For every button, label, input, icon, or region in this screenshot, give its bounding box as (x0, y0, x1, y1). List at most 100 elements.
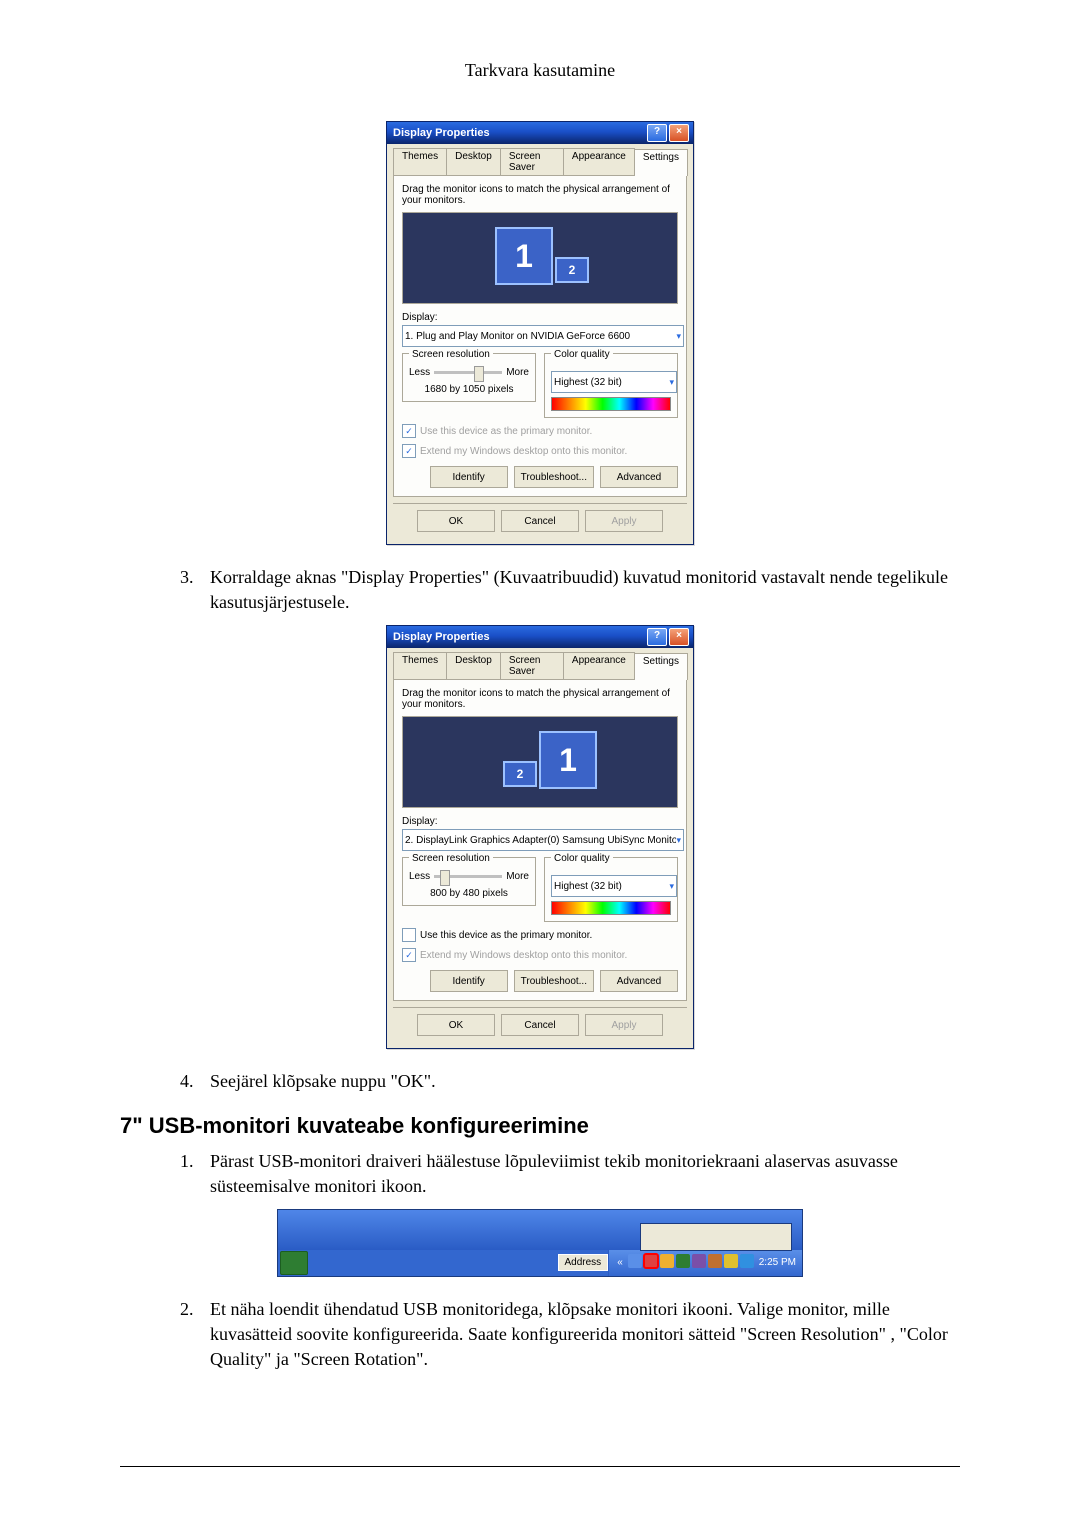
color-bar (551, 397, 671, 411)
chk-extend-desktop-row: ✓ Extend my Windows desktop onto this mo… (402, 948, 678, 962)
chk-extend-label: Extend my Windows desktop onto this moni… (420, 950, 627, 961)
section-heading: 7" USB-monitori kuvateabe konfigureerimi… (120, 1113, 960, 1139)
apply-button: Apply (585, 1014, 663, 1036)
color-quality-value: Highest (32 bit) (554, 881, 622, 892)
help-button[interactable]: ? (647, 628, 667, 646)
display-properties-dialog-2: Display Properties ? × Themes Desktop Sc… (386, 625, 694, 1049)
chk-primary-label: Use this device as the primary monitor. (420, 426, 592, 437)
resolution-value: 800 by 480 pixels (409, 888, 529, 899)
display-label: Display: (402, 816, 678, 827)
taskbar: Address « 2:25 PM (277, 1209, 803, 1277)
step-3: 3. Korraldage aknas "Display Properties"… (180, 565, 960, 615)
resolution-slider[interactable] (434, 371, 502, 374)
slider-more-label: More (506, 871, 529, 882)
address-label: Address (558, 1254, 609, 1271)
ok-button[interactable]: OK (417, 1014, 495, 1036)
tab-themes[interactable]: Themes (393, 148, 447, 175)
display-select[interactable]: 1. Plug and Play Monitor on NVIDIA GeFor… (402, 325, 684, 347)
step-text: Et näha loendit ühendatud USB monitoride… (210, 1297, 960, 1373)
step-text: Pärast USB-monitori draiveri häälestuse … (210, 1149, 960, 1199)
monitor-arrange-area[interactable]: 2 1 (402, 716, 678, 808)
tab-themes[interactable]: Themes (393, 652, 447, 679)
chk-primary-monitor[interactable] (402, 928, 416, 942)
tab-settings[interactable]: Settings (634, 653, 688, 680)
step-number: 2. (180, 1297, 210, 1373)
tab-strip: Themes Desktop Screen Saver Appearance S… (387, 144, 693, 175)
ok-button[interactable]: OK (417, 510, 495, 532)
identify-button[interactable]: Identify (430, 970, 508, 992)
monitor-2-icon[interactable]: 2 (555, 257, 589, 283)
step-b2: 2. Et näha loendit ühendatud USB monitor… (180, 1297, 960, 1373)
hint-text: Drag the monitor icons to match the phys… (402, 184, 678, 206)
monitor-1-icon[interactable]: 1 (539, 731, 597, 789)
tab-appearance[interactable]: Appearance (563, 652, 635, 679)
resolution-group-title: Screen resolution (409, 853, 493, 864)
dialog-title: Display Properties (393, 631, 490, 643)
chk-extend-desktop-row: ✓ Extend my Windows desktop onto this mo… (402, 444, 678, 458)
chk-primary-monitor-row[interactable]: Use this device as the primary monitor. (402, 928, 678, 942)
chk-extend-desktop: ✓ (402, 444, 416, 458)
tray-icon[interactable] (740, 1254, 754, 1268)
display-label: Display: (402, 312, 678, 323)
tab-screensaver[interactable]: Screen Saver (500, 652, 564, 679)
step-b1: 1. Pärast USB-monitori draiveri häälestu… (180, 1149, 960, 1199)
color-quality-select[interactable]: Highest (32 bit) ▾ (551, 371, 677, 393)
close-button[interactable]: × (669, 628, 689, 646)
dialog-title: Display Properties (393, 127, 490, 139)
tray-clock: 2:25 PM (759, 1257, 796, 1268)
color-bar (551, 901, 671, 915)
dialog-bottom-buttons: OK Cancel Apply (393, 1007, 687, 1042)
tab-desktop[interactable]: Desktop (446, 148, 501, 175)
taskbar-row: Address « 2:25 PM (278, 1250, 802, 1276)
chk-extend-desktop: ✓ (402, 948, 416, 962)
step-number: 3. (180, 565, 210, 615)
figure-dialog-1: Display Properties ? × Themes Desktop Sc… (120, 121, 960, 545)
monitor-2-icon[interactable]: 2 (503, 761, 537, 787)
start-button[interactable] (280, 1251, 308, 1275)
help-button[interactable]: ? (647, 124, 667, 142)
chk-primary-monitor-row: ✓ Use this device as the primary monitor… (402, 424, 678, 438)
display-select[interactable]: 2. DisplayLink Graphics Adapter(0) Samsu… (402, 829, 684, 851)
identify-button[interactable]: Identify (430, 466, 508, 488)
tab-appearance[interactable]: Appearance (563, 148, 635, 175)
troubleshoot-button[interactable]: Troubleshoot... (514, 970, 594, 992)
advanced-button[interactable]: Advanced (600, 466, 678, 488)
tray-monitor-icon[interactable] (644, 1254, 658, 1268)
tab-settings[interactable]: Settings (634, 149, 688, 176)
advanced-button[interactable]: Advanced (600, 970, 678, 992)
tray-icon[interactable] (692, 1254, 706, 1268)
tray-icon[interactable] (676, 1254, 690, 1268)
tab-desktop[interactable]: Desktop (446, 652, 501, 679)
tray-icon[interactable] (724, 1254, 738, 1268)
display-select-value: 1. Plug and Play Monitor on NVIDIA GeFor… (405, 331, 630, 342)
tray-icon[interactable] (628, 1254, 642, 1268)
step-text: Seejärel klõpsake nuppu "OK". (210, 1069, 960, 1094)
step-4: 4. Seejärel klõpsake nuppu "OK". (180, 1069, 960, 1094)
figure-dialog-2: Display Properties ? × Themes Desktop Sc… (120, 625, 960, 1049)
close-button[interactable]: × (669, 124, 689, 142)
slider-less-label: Less (409, 367, 430, 378)
resolution-value: 1680 by 1050 pixels (409, 384, 529, 395)
apply-button: Apply (585, 510, 663, 532)
cancel-button[interactable]: Cancel (501, 510, 579, 532)
resolution-group-title: Screen resolution (409, 349, 493, 360)
tray-icon[interactable] (660, 1254, 674, 1268)
tab-body: Drag the monitor icons to match the phys… (393, 679, 687, 1001)
tray-icon[interactable] (708, 1254, 722, 1268)
monitor-1-icon[interactable]: 1 (495, 227, 553, 285)
dropdown-arrow-icon: ▾ (669, 881, 674, 892)
resolution-slider[interactable] (434, 875, 502, 878)
dropdown-arrow-icon: ▾ (669, 377, 674, 388)
dialog-bottom-buttons: OK Cancel Apply (393, 503, 687, 538)
color-group-title: Color quality (551, 853, 613, 864)
monitor-arrange-area[interactable]: 1 2 (402, 212, 678, 304)
tab-body: Drag the monitor icons to match the phys… (393, 175, 687, 497)
slider-less-label: Less (409, 871, 430, 882)
tab-strip: Themes Desktop Screen Saver Appearance S… (387, 648, 693, 679)
tab-screensaver[interactable]: Screen Saver (500, 148, 564, 175)
figure-taskbar: Address « 2:25 PM (120, 1209, 960, 1277)
tray-chevron-icon[interactable]: « (617, 1257, 623, 1268)
troubleshoot-button[interactable]: Troubleshoot... (514, 466, 594, 488)
cancel-button[interactable]: Cancel (501, 1014, 579, 1036)
color-quality-select[interactable]: Highest (32 bit) ▾ (551, 875, 677, 897)
